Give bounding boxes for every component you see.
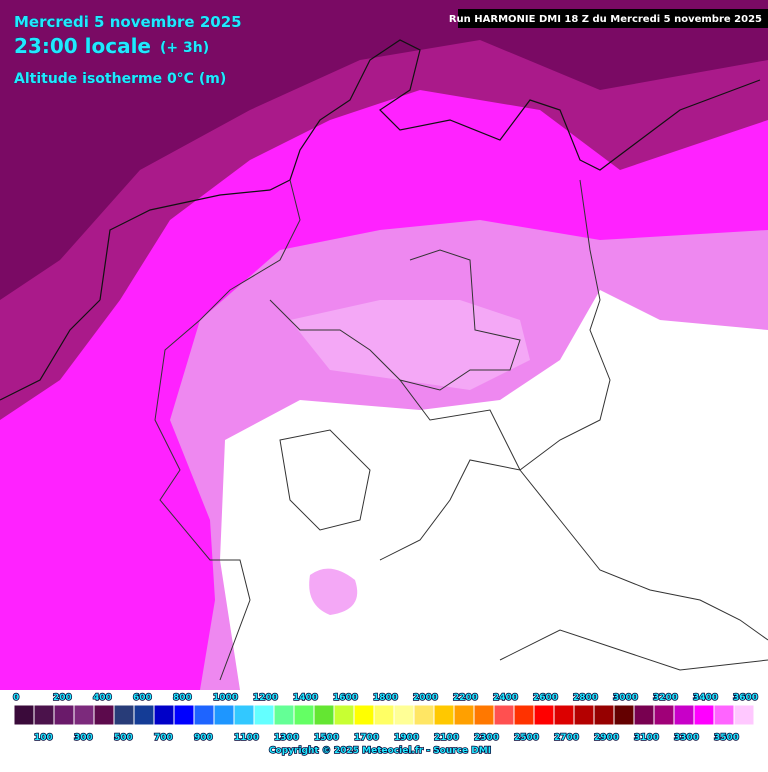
map <box>0 0 768 690</box>
offset: (+ 3h) <box>160 40 209 56</box>
run: Run HARMONIE DMI 18 Z du Mercredi 5 nove… <box>449 14 762 25</box>
border <box>269 249 521 391</box>
legend-swatch <box>93 704 115 726</box>
legend-swatch <box>313 704 335 726</box>
legend-label: 900 <box>194 733 213 743</box>
legend-swatch <box>473 704 495 726</box>
legend-label: 400 <box>93 693 112 703</box>
legend-label: 200 <box>53 693 72 703</box>
legend-swatch <box>713 704 735 726</box>
legend-label: 1100 <box>234 733 259 743</box>
legend-swatch <box>273 704 295 726</box>
legend-label: 0 <box>13 693 19 703</box>
legend-swatch <box>573 704 595 726</box>
legend-label: 2000 <box>413 693 438 703</box>
legend-swatch <box>193 704 215 726</box>
legend-swatch <box>213 704 235 726</box>
field-patch <box>309 568 358 615</box>
legend-swatch <box>353 704 375 726</box>
border <box>279 429 371 531</box>
legend-label: 1400 <box>293 693 318 703</box>
legend-label: 1700 <box>354 733 379 743</box>
legend-swatch <box>453 704 475 726</box>
legend-swatch <box>513 704 535 726</box>
legend-label: 2800 <box>573 693 598 703</box>
legend-bg <box>0 690 768 768</box>
legend-label: 1800 <box>373 693 398 703</box>
legend-label: 500 <box>114 733 133 743</box>
legend-swatch <box>693 704 715 726</box>
border <box>499 629 768 671</box>
legend-label: 3400 <box>693 693 718 703</box>
legend-swatch <box>153 704 175 726</box>
legend-swatch <box>593 704 615 726</box>
run-bg <box>458 9 768 28</box>
legend-swatch <box>733 704 755 726</box>
legend-swatch <box>73 704 95 726</box>
legend-swatch <box>53 704 75 726</box>
coastline <box>0 299 101 401</box>
legend-label: 800 <box>173 693 192 703</box>
legend-swatch <box>253 704 275 726</box>
legend-label: 3500 <box>714 733 739 743</box>
legend-label: 2100 <box>434 733 459 743</box>
legend-swatch <box>433 704 455 726</box>
legend-swatch <box>393 704 415 726</box>
legend-swatch <box>413 704 435 726</box>
legend-label: 700 <box>154 733 173 743</box>
legend-label: 600 <box>133 693 152 703</box>
legend-swatch <box>553 704 575 726</box>
legend-swatch <box>613 704 635 726</box>
legend-label: 1500 <box>314 733 339 743</box>
date: Mercredi 5 novembre 2025 <box>14 13 242 31</box>
legend-label: 1600 <box>333 693 358 703</box>
field-darker <box>0 0 768 300</box>
legend-swatch <box>333 704 355 726</box>
legend: 0 100 200 300 400 500 600 700 800 900 1000 1100 1200… <box>12 692 759 744</box>
legend-label: 100 <box>34 733 53 743</box>
legend-swatch <box>13 704 35 726</box>
legend-swatch <box>133 704 155 726</box>
legend-swatch <box>653 704 675 726</box>
legend-swatch <box>113 704 135 726</box>
legend-label: 2500 <box>514 733 539 743</box>
legend-label: 3300 <box>674 733 699 743</box>
legend-swatch <box>293 704 315 726</box>
legend-label: 3200 <box>653 693 678 703</box>
border <box>379 179 611 561</box>
legend-swatch <box>173 704 195 726</box>
legend-swatch <box>533 704 555 726</box>
legend-label: 1000 <box>213 693 238 703</box>
border <box>399 379 768 641</box>
time: 23:00 locale <box>14 34 151 58</box>
legend-label: 3100 <box>634 733 659 743</box>
parameter: Altitude isotherme 0°C (m) <box>14 71 226 87</box>
legend-label: 1200 <box>253 693 278 703</box>
legend-label: 2600 <box>533 693 558 703</box>
legend-label: 2200 <box>453 693 478 703</box>
border <box>154 179 301 681</box>
legend-label: 3000 <box>613 693 638 703</box>
legend-label: 3600 <box>733 693 758 703</box>
coastline <box>99 39 761 301</box>
legend-swatch <box>233 704 255 726</box>
legend-label: 2400 <box>493 693 518 703</box>
legend-label: 2300 <box>474 733 499 743</box>
legend-swatch <box>373 704 395 726</box>
legend-label: 1900 <box>394 733 419 743</box>
legend-label: 300 <box>74 733 93 743</box>
copyright: Copyright © 2025 Meteociel.fr - Source D… <box>269 746 491 756</box>
legend-swatch <box>673 704 695 726</box>
legend-label: 2900 <box>594 733 619 743</box>
field-pale <box>290 300 530 390</box>
legend-swatch <box>633 704 655 726</box>
legend-label: 1300 <box>274 733 299 743</box>
legend-swatch <box>33 704 55 726</box>
legend-swatch <box>493 704 515 726</box>
legend-label: 2700 <box>554 733 579 743</box>
